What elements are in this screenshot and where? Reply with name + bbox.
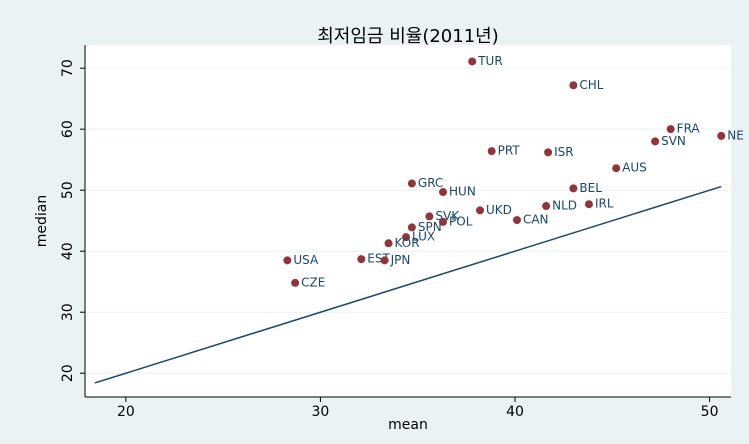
- x-axis-label: mean: [388, 417, 428, 433]
- point: [651, 137, 660, 146]
- x-tick-label: 50: [701, 404, 719, 420]
- y-tick-label: 30: [60, 303, 76, 321]
- point: [666, 125, 675, 134]
- y-tick-label: 60: [60, 120, 76, 138]
- point: [384, 239, 393, 248]
- point-label: CZE: [301, 275, 325, 289]
- point-label: NLD: [552, 199, 577, 213]
- point: [357, 255, 366, 264]
- point: [468, 57, 477, 66]
- y-tick-label: 20: [60, 364, 76, 382]
- point: [542, 202, 551, 211]
- point-label: CHL: [579, 78, 603, 92]
- point: [544, 148, 553, 157]
- point-label: FRA: [677, 122, 701, 136]
- point-label: USA: [293, 253, 319, 267]
- y-tick-label: 70: [60, 59, 76, 77]
- point-label: NE: [727, 128, 744, 142]
- point: [717, 131, 726, 140]
- point-label: ISR: [554, 145, 574, 159]
- point: [512, 216, 521, 225]
- point: [407, 223, 416, 232]
- x-tick-label: 20: [117, 404, 135, 420]
- point: [584, 200, 593, 209]
- chart-title: 최저임금 비율(2011년): [317, 26, 499, 47]
- point-label: KOR: [395, 236, 420, 250]
- point: [487, 147, 496, 156]
- point: [612, 164, 621, 173]
- point-label: PRT: [498, 144, 521, 158]
- point: [439, 217, 448, 226]
- point-label: LUX: [412, 230, 435, 244]
- point: [407, 179, 416, 188]
- reference-line: [94, 185, 722, 384]
- y-tick-label: 40: [60, 242, 76, 260]
- point: [380, 256, 389, 265]
- point-label: TUR: [477, 54, 502, 68]
- point-label: POL: [449, 214, 473, 228]
- point-label: CAN: [523, 213, 549, 227]
- point-label: HUN: [449, 185, 476, 199]
- point: [569, 184, 578, 193]
- point-label: SPN: [418, 220, 442, 234]
- point: [475, 206, 484, 215]
- point-label: UKD: [486, 203, 512, 217]
- y-axis-label: median: [34, 195, 50, 247]
- point: [291, 278, 300, 287]
- point-label: BEL: [579, 181, 602, 195]
- point-label: JPN: [390, 253, 411, 267]
- point: [569, 81, 578, 90]
- x-tick-label: 30: [312, 404, 330, 420]
- point-label: SVN: [661, 134, 686, 148]
- point: [402, 233, 411, 242]
- point: [425, 212, 434, 221]
- y-tick-label: 50: [60, 181, 76, 199]
- point-label: AUS: [622, 161, 647, 175]
- point-label: IRL: [595, 197, 614, 211]
- plot-area: [85, 45, 731, 397]
- x-tick-label: 40: [506, 404, 524, 420]
- point: [283, 256, 292, 265]
- point: [439, 188, 448, 197]
- point-label: GRC: [418, 176, 443, 190]
